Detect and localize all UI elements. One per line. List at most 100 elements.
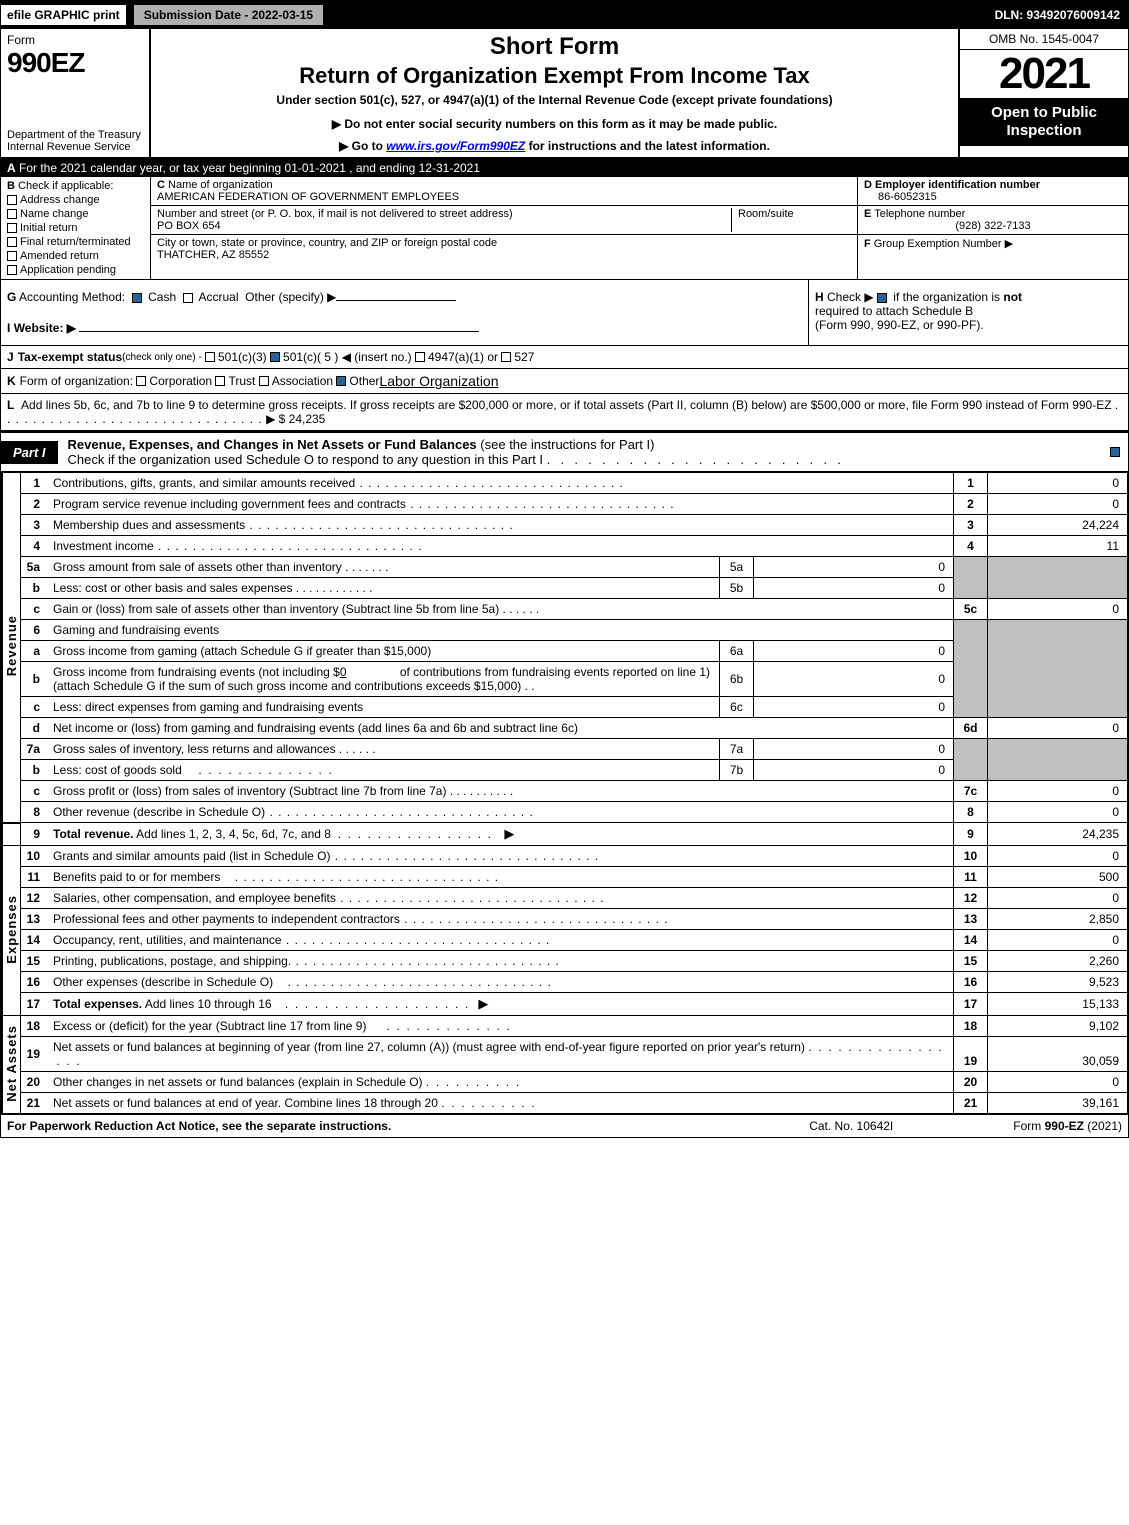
section-c-letter: C bbox=[157, 179, 165, 191]
chk-assoc[interactable] bbox=[259, 376, 269, 386]
chk-4947[interactable] bbox=[415, 352, 425, 362]
line-5a-desc: Gross amount from sale of assets other t… bbox=[53, 560, 342, 574]
arrow-icon: ▶ bbox=[1005, 238, 1013, 250]
line-1-ref: 1 bbox=[954, 473, 988, 494]
chk-corp[interactable] bbox=[136, 376, 146, 386]
website-label: Website: ▶ bbox=[14, 321, 76, 335]
accrual-label: Accrual bbox=[198, 290, 238, 304]
line-6b-desc: Gross income from fundraising events (no… bbox=[48, 662, 720, 697]
chk-final-return[interactable]: Final return/terminated bbox=[7, 236, 144, 248]
section-a: A For the 2021 calendar year, or tax yea… bbox=[1, 159, 1128, 177]
part-1-sub: (see the instructions for Part I) bbox=[480, 437, 654, 452]
chk-lbl: Amended return bbox=[20, 250, 99, 262]
line-10-amt: 0 bbox=[988, 846, 1128, 867]
other-label: Other (specify) ▶ bbox=[245, 290, 336, 304]
section-a-text: For the 2021 calendar year, or tax year … bbox=[19, 161, 480, 175]
line-11-ref: 11 bbox=[954, 867, 988, 888]
chk-address-change[interactable]: Address change bbox=[7, 194, 144, 206]
line-5b-sn: 5b bbox=[720, 578, 754, 599]
line-5c-amt: 0 bbox=[988, 599, 1128, 620]
4947-label: 4947(a)(1) or bbox=[428, 350, 498, 364]
dln: DLN: 93492076009142 bbox=[987, 5, 1128, 25]
submission-date: Submission Date - 2022-03-15 bbox=[132, 3, 325, 27]
line-6-desc: Gaming and fundraising events bbox=[48, 620, 954, 641]
line-10-ref: 10 bbox=[954, 846, 988, 867]
line-21-amt: 39,161 bbox=[988, 1093, 1128, 1114]
chk-accrual[interactable] bbox=[183, 293, 193, 303]
line-7a-sv: 0 bbox=[754, 739, 954, 760]
chk-501c[interactable] bbox=[270, 352, 280, 362]
line-13-num: 13 bbox=[20, 909, 48, 930]
line-12-amt: 0 bbox=[988, 888, 1128, 909]
efile-label[interactable]: efile GRAPHIC print bbox=[1, 5, 128, 25]
line-4-desc: Investment income bbox=[53, 539, 154, 553]
part-1-check-line: Check if the organization used Schedule … bbox=[68, 452, 544, 467]
line-17-ref: 17 bbox=[954, 993, 988, 1016]
line-3-desc: Membership dues and assessments bbox=[53, 518, 245, 532]
line-6b-sv: 0 bbox=[754, 662, 954, 697]
line-7b-num: b bbox=[20, 760, 48, 781]
chk-other-org[interactable] bbox=[336, 376, 346, 386]
line-15-num: 15 bbox=[20, 951, 48, 972]
line-21-ref: 21 bbox=[954, 1093, 988, 1114]
chk-lbl: Final return/terminated bbox=[20, 236, 131, 248]
501c-label: 501(c)( 5 ) ◀ (insert no.) bbox=[283, 350, 412, 364]
goto-link[interactable]: www.irs.gov/Form990EZ bbox=[386, 139, 525, 153]
line-5c-desc: Gain or (loss) from sale of assets other… bbox=[53, 602, 499, 616]
tax-exempt-label: Tax-exempt status bbox=[18, 350, 122, 364]
other-org-value: Labor Organization bbox=[379, 373, 498, 389]
line-1-amt: 0 bbox=[988, 473, 1128, 494]
line-15-ref: 15 bbox=[954, 951, 988, 972]
section-d-e-f: D Employer identification number 86-6052… bbox=[858, 177, 1128, 279]
part-1-title: Revenue, Expenses, and Changes in Net As… bbox=[68, 437, 477, 452]
chk-initial-return[interactable]: Initial return bbox=[7, 222, 144, 234]
line-6c-desc: Less: direct expenses from gaming and fu… bbox=[48, 697, 720, 718]
chk-schedule-o[interactable] bbox=[1110, 447, 1120, 457]
goto-post: for instructions and the latest informat… bbox=[525, 139, 770, 153]
part-1-table: Revenue 1 Contributions, gifts, grants, … bbox=[1, 472, 1128, 1114]
line-6a-num: a bbox=[20, 641, 48, 662]
line-7a-num: 7a bbox=[20, 739, 48, 760]
section-h-letter: H bbox=[815, 290, 824, 304]
line-6c-num: c bbox=[20, 697, 48, 718]
form-word: Form bbox=[7, 33, 143, 47]
section-c: C Name of organization AMERICAN FEDERATI… bbox=[151, 177, 858, 279]
line-15-desc: Printing, publications, postage, and shi… bbox=[53, 954, 291, 968]
line-18-desc: Excess or (deficit) for the year (Subtra… bbox=[53, 1019, 366, 1033]
line-8-num: 8 bbox=[20, 802, 48, 823]
chk-trust[interactable] bbox=[215, 376, 225, 386]
dept-line1: Department of the Treasury bbox=[7, 129, 141, 141]
line-1-num: 1 bbox=[20, 473, 48, 494]
line-21-desc: Net assets or fund balances at end of ye… bbox=[53, 1096, 438, 1110]
chk-501c3[interactable] bbox=[205, 352, 215, 362]
chk-schedule-b[interactable] bbox=[877, 293, 887, 303]
chk-name-change[interactable]: Name change bbox=[7, 208, 144, 220]
header-right: OMB No. 1545-0047 2021 Open to Public In… bbox=[958, 29, 1128, 157]
footer-paperwork: For Paperwork Reduction Act Notice, see … bbox=[7, 1119, 391, 1133]
line-6c-sn: 6c bbox=[720, 697, 754, 718]
line-13-desc: Professional fees and other payments to … bbox=[53, 912, 400, 926]
line-17-desc-bold: Total expenses. bbox=[53, 997, 142, 1011]
chk-cash[interactable] bbox=[132, 293, 142, 303]
line-9-desc: Add lines 1, 2, 3, 4, 5c, 6d, 7c, and 8 bbox=[136, 827, 331, 841]
line-8-amt: 0 bbox=[988, 802, 1128, 823]
line-5a-sv: 0 bbox=[754, 557, 954, 578]
line-7b-sv: 0 bbox=[754, 760, 954, 781]
line-6d-ref: 6d bbox=[954, 718, 988, 739]
line-19-desc: Net assets or fund balances at beginning… bbox=[53, 1040, 805, 1054]
line-5a-sn: 5a bbox=[720, 557, 754, 578]
chk-amended-return[interactable]: Amended return bbox=[7, 250, 144, 262]
line-8-desc: Other revenue (describe in Schedule O) bbox=[53, 805, 265, 819]
dept-treasury: Department of the Treasury Internal Reve… bbox=[7, 129, 143, 153]
chk-527[interactable] bbox=[501, 352, 511, 362]
line-6c-sv: 0 bbox=[754, 697, 954, 718]
part-1-header: Part I Revenue, Expenses, and Changes in… bbox=[1, 431, 1128, 472]
section-b-letter: B bbox=[7, 180, 15, 192]
line-5b-num: b bbox=[20, 578, 48, 599]
form-number: 990EZ bbox=[7, 47, 143, 79]
line-1-desc: Contributions, gifts, grants, and simila… bbox=[53, 476, 355, 490]
line-2-num: 2 bbox=[20, 494, 48, 515]
chk-application-pending[interactable]: Application pending bbox=[7, 264, 144, 276]
527-label: 527 bbox=[514, 350, 534, 364]
line-6d-desc: Net income or (loss) from gaming and fun… bbox=[48, 718, 954, 739]
